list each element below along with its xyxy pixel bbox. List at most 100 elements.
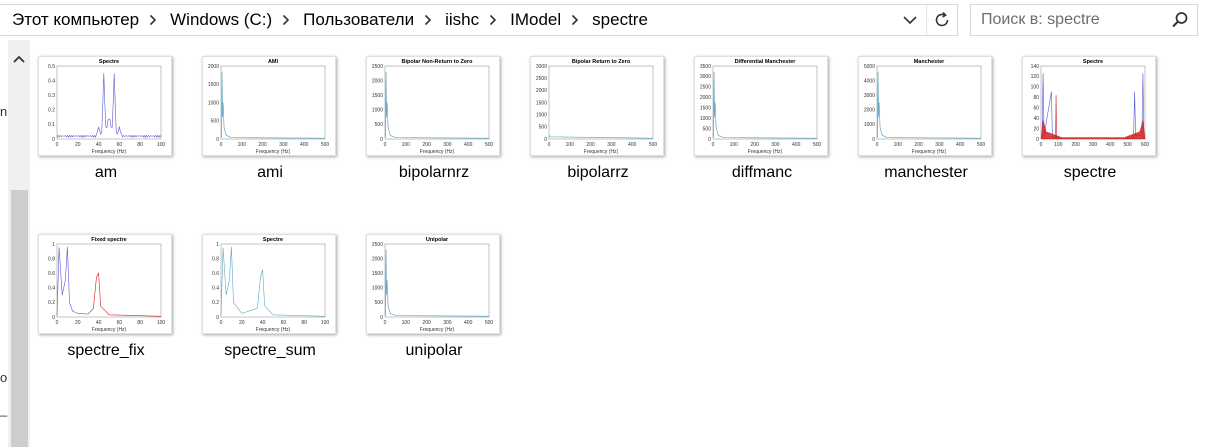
x-tick-label: 0 (220, 142, 223, 148)
navigation-scrollbar[interactable] (8, 40, 30, 447)
y-tick-label: 0 (544, 137, 547, 143)
y-tick-label: 0 (52, 315, 55, 321)
y-tick-label: 500 (211, 119, 220, 125)
y-tick-label: 1 (216, 242, 219, 248)
x-tick-label: 200 (750, 142, 759, 148)
plot-title: Bipolar Non-Return to Zero (402, 59, 474, 65)
file-thumbnail: Bipolar Return to Zero 0 500 1000 1500 2000 25… (530, 56, 664, 156)
y-tick-label: 0.8 (48, 256, 55, 262)
file-item[interactable]: AMI 0 500 1000 1500 2000 0 100 200 300 400 500 Frequ… (195, 40, 345, 190)
file-list: Spectre 0 0.1 0.2 0.3 0.4 0.5 0 20 40 60 80 100 Frequ… (30, 40, 1215, 447)
file-item[interactable]: Spectre 0 0.2 0.4 0.6 0.8 1 0 20 40 60 80 100 Frequen… (195, 218, 345, 368)
file-item[interactable]: Bipolar Non-Return to Zero 0 500 1000 1500 20… (359, 40, 509, 190)
plot-series (56, 246, 89, 316)
x-tick-label: 60 (281, 320, 287, 326)
y-tick-label: 2000 (700, 95, 711, 101)
y-tick-label: 0 (380, 315, 383, 321)
x-tick-label: 400 (1106, 142, 1115, 148)
plot-title: AMI (268, 59, 279, 65)
breadcrumb-item[interactable]: Windows (C:) (170, 10, 273, 29)
plot-series (1055, 95, 1057, 140)
search-input[interactable] (971, 10, 1163, 30)
y-tick-label: 0.8 (212, 256, 219, 262)
plot-title: Fixed spectre (91, 237, 126, 243)
x-tick-label: 100 (894, 142, 903, 148)
x-tick-label: 0 (712, 142, 715, 148)
chevron-right-icon[interactable] (143, 14, 159, 26)
breadcrumb-item[interactable]: Этот компьютер (12, 10, 140, 29)
y-tick-label: 0 (380, 137, 383, 143)
x-tick-label: 100 (157, 142, 166, 148)
file-name: diffmanc (731, 164, 793, 181)
x-tick-label: 40 (260, 320, 266, 326)
x-tick-label: 500 (977, 142, 986, 148)
file-item[interactable]: Bipolar Return to Zero 0 500 1000 1500 2000 25… (523, 40, 673, 190)
plot-series (877, 71, 982, 139)
scroll-up-arrow-icon[interactable] (8, 48, 30, 70)
x-tick-label: 300 (279, 142, 288, 148)
search-box[interactable] (970, 4, 1198, 36)
x-axis-label: Frequency (Hz) (92, 149, 127, 155)
y-tick-label: 1500 (372, 93, 383, 99)
y-tick-label: 500 (375, 300, 384, 306)
search-icon[interactable] (1171, 11, 1189, 34)
x-tick-label: 400 (956, 142, 965, 148)
file-name: unipolar (405, 342, 463, 359)
plot-title: Spectre (99, 59, 119, 65)
x-tick-label: 200 (258, 142, 267, 148)
x-tick-label: 20 (75, 142, 81, 148)
file-item[interactable]: Spectre 0 20 40 60 80 100 120 140 0 100 200 300 400 50… (1015, 40, 1165, 190)
breadcrumb-item[interactable]: IModel (510, 10, 562, 29)
chevron-right-icon[interactable] (418, 14, 434, 26)
y-tick-label: 1500 (208, 82, 219, 88)
refresh-icon[interactable] (926, 5, 957, 35)
file-item[interactable]: Differential Manchester 0 500 1000 1500 2000 2… (687, 40, 837, 190)
plot-title: Spectre (1083, 59, 1103, 65)
breadcrumb-item[interactable]: iishc (445, 10, 480, 29)
file-name: spectre (1063, 164, 1117, 181)
file-thumbnail: Manchester 0 1000 2000 3000 4000 5000 0 100 200 30… (858, 56, 992, 156)
x-tick-label: 100 (566, 142, 575, 148)
plot-series (87, 272, 162, 317)
chevron-right-icon[interactable] (483, 14, 499, 26)
y-tick-label: 0 (872, 137, 875, 143)
address-bar[interactable]: Этот компьютер Windows (C:) Пользователи ii… (0, 4, 958, 36)
file-item[interactable]: Manchester 0 1000 2000 3000 4000 5000 0 100 200 30… (851, 40, 1001, 190)
x-tick-label: 200 (422, 142, 431, 148)
file-item[interactable]: Unipolar 0 500 1000 1500 2000 2500 0 100 200 300 40… (359, 218, 509, 368)
y-tick-label: 0.6 (212, 271, 219, 277)
chevron-right-icon[interactable] (565, 14, 581, 26)
file-name: ami (257, 164, 283, 181)
x-tick-label: 100 (1054, 142, 1063, 148)
y-tick-label: 2000 (536, 88, 547, 94)
plot-series (1040, 120, 1146, 140)
breadcrumb-item[interactable]: spectre (592, 10, 648, 29)
x-tick-label: 100 (321, 320, 330, 326)
x-tick-label: 500 (1123, 142, 1132, 148)
scrollbar-thumb[interactable] (11, 190, 28, 447)
x-tick-label: 0 (548, 142, 551, 148)
x-tick-label: 500 (813, 142, 822, 148)
y-tick-label: 0.2 (48, 108, 55, 114)
navigation-pane[interactable]: n o _ (0, 40, 8, 447)
chevron-right-icon[interactable] (276, 14, 292, 26)
nav-pane-text: n (0, 104, 8, 119)
x-tick-label: 200 (586, 142, 595, 148)
y-tick-label: 1500 (536, 100, 547, 106)
y-tick-label: 2000 (208, 64, 219, 70)
y-tick-label: 500 (539, 125, 548, 131)
x-tick-label: 100 (238, 142, 247, 148)
nav-pane-text: _ (0, 402, 8, 417)
y-tick-label: 2500 (372, 64, 383, 70)
y-tick-label: 3000 (864, 93, 875, 99)
x-tick-label: 400 (792, 142, 801, 148)
file-name: manchester (884, 164, 968, 181)
file-item[interactable]: Spectre 0 0.1 0.2 0.3 0.4 0.5 0 20 40 60 80 100 Frequ… (31, 40, 181, 190)
file-name: spectre_fix (67, 342, 145, 359)
x-tick-label: 20 (75, 320, 81, 326)
chevron-down-icon[interactable] (897, 5, 923, 35)
breadcrumb-item[interactable]: Пользователи (303, 10, 415, 29)
file-item[interactable]: Fixed spectre 0 0.2 0.4 0.6 0.8 1 0 20 40 60 80 100 F… (31, 218, 181, 368)
x-tick-label: 400 (300, 142, 309, 148)
y-tick-label: 80 (1033, 95, 1039, 101)
